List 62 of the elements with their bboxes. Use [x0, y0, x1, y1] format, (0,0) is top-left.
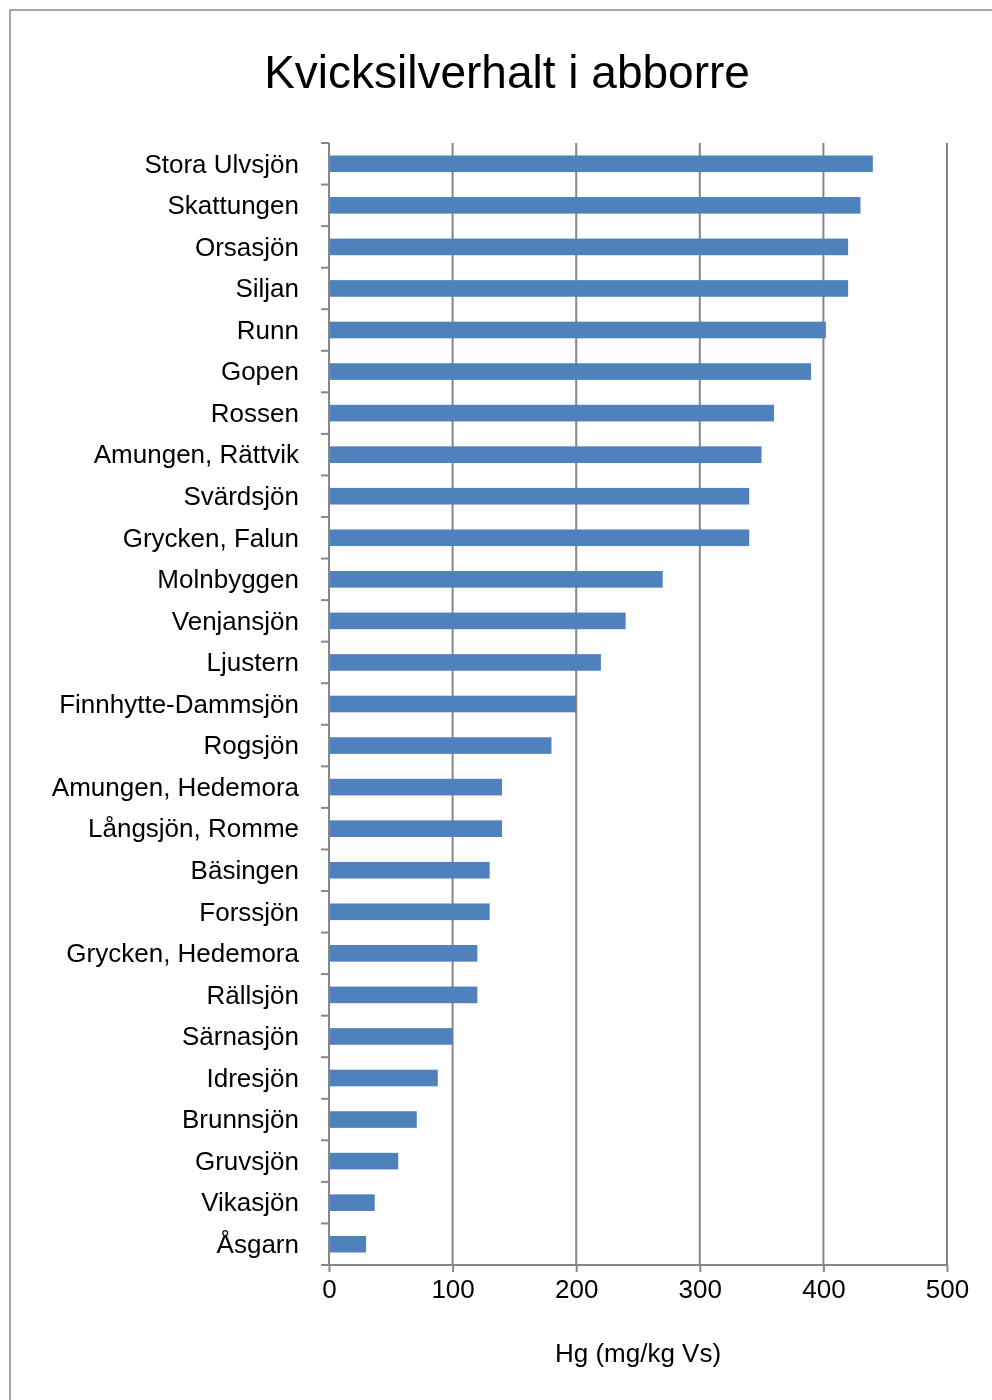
y-tick-label: Vikasjön — [201, 1187, 299, 1218]
y-tick-label: Finnhytte-Dammsjön — [59, 688, 299, 719]
x-tick-label: 300 — [678, 1274, 722, 1305]
bar — [329, 363, 812, 380]
bar — [329, 155, 873, 173]
bar — [329, 1235, 367, 1253]
x-tick-label: 200 — [555, 1274, 599, 1305]
bar — [329, 1152, 399, 1170]
bar — [329, 778, 503, 796]
y-tick-label: Rogsjön — [203, 730, 299, 761]
bar — [329, 1069, 438, 1087]
y-tick-label: Svärdsjön — [183, 481, 299, 512]
bar — [329, 1111, 417, 1128]
bar — [329, 404, 774, 422]
y-tick-label: Amungen, Hedemora — [51, 771, 300, 802]
bar — [329, 197, 861, 214]
bar — [329, 446, 762, 463]
bar — [329, 903, 490, 921]
bar — [329, 1028, 453, 1045]
x-tick-label: 400 — [802, 1274, 846, 1305]
x-tick-label: 100 — [431, 1274, 475, 1305]
bar — [329, 238, 849, 256]
x-axis-title: Hg (mg/kg Vs) — [554, 1338, 722, 1368]
bar — [329, 737, 552, 754]
y-tick-label: Brunnsjön — [181, 1104, 299, 1135]
bar — [329, 280, 849, 297]
y-tick-label: Rossen — [210, 397, 299, 428]
y-tick-label: Ljustern — [206, 647, 299, 678]
y-tick-label: Skattungen — [167, 190, 299, 221]
y-tick-label: Venjansjön — [171, 605, 299, 636]
bar — [329, 321, 826, 339]
x-tick-label: 0 — [322, 1274, 337, 1305]
bar — [329, 695, 577, 713]
bar — [329, 529, 750, 547]
y-tick-label: Åsgarn — [216, 1229, 299, 1260]
y-tick-label: Särnasjön — [181, 1021, 299, 1052]
y-tick-label: Stora Ulvsjön — [144, 148, 299, 179]
bar — [329, 1194, 375, 1211]
y-tick-label: Forssjön — [199, 896, 299, 927]
bar — [329, 612, 626, 630]
y-tick-label: Långsjön, Romme — [88, 813, 299, 844]
bar — [329, 820, 503, 837]
y-tick-label: Molnbyggen — [157, 564, 299, 595]
y-tick-label: Amungen, Rättvik — [93, 439, 300, 470]
chart-title: Kvicksilverhalt i abborre — [264, 46, 750, 98]
y-tick-label: Grycken, Hedemora — [66, 938, 300, 969]
bar — [329, 571, 663, 588]
y-tick-label: Rällsjön — [206, 979, 299, 1010]
bar — [329, 861, 490, 879]
x-tick-label: 500 — [925, 1274, 970, 1305]
y-tick-label: Grycken, Falun — [122, 522, 299, 553]
y-tick-label: Idresjön — [206, 1062, 299, 1093]
y-tick-label: Bäsingen — [190, 855, 299, 886]
y-tick-label: Orsasjön — [194, 231, 299, 262]
y-tick-label: Siljan — [235, 273, 299, 304]
bar — [329, 945, 478, 962]
y-tick-label: Gopen — [220, 356, 299, 387]
y-tick-label: Gruvsjön — [194, 1145, 299, 1176]
bar — [329, 654, 601, 671]
bar — [329, 487, 750, 505]
y-tick-label: Runn — [236, 314, 299, 345]
bar — [329, 986, 478, 1004]
